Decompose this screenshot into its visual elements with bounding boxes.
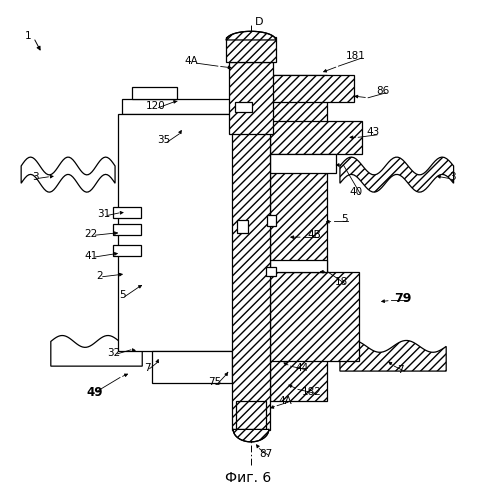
Text: 5: 5 — [119, 290, 126, 300]
Text: 43: 43 — [366, 128, 380, 138]
Bar — [226, 38, 276, 62]
Text: 75: 75 — [208, 378, 222, 388]
Text: 49: 49 — [86, 386, 102, 399]
Bar — [117, 114, 242, 352]
Bar — [270, 120, 362, 154]
Text: 3: 3 — [449, 172, 455, 182]
Bar — [113, 224, 141, 235]
Text: 181: 181 — [346, 52, 366, 62]
Text: Фиг. 6: Фиг. 6 — [225, 472, 272, 486]
Text: 22: 22 — [84, 229, 98, 239]
Polygon shape — [340, 340, 446, 371]
Polygon shape — [51, 336, 142, 366]
Text: 40: 40 — [350, 186, 363, 196]
Text: 2: 2 — [96, 270, 102, 280]
Text: 87: 87 — [259, 448, 272, 458]
Bar — [270, 260, 327, 272]
Bar — [152, 352, 232, 384]
Text: 5: 5 — [341, 214, 348, 224]
Text: 41: 41 — [84, 251, 98, 261]
Text: 79: 79 — [394, 292, 412, 305]
Text: 18: 18 — [335, 277, 348, 287]
Text: 4A: 4A — [279, 396, 292, 406]
Bar — [113, 245, 141, 256]
Text: 3: 3 — [32, 172, 38, 182]
Text: D: D — [255, 16, 263, 26]
Text: 31: 31 — [97, 210, 111, 220]
Bar — [270, 272, 359, 361]
Bar — [122, 100, 242, 114]
Bar — [270, 74, 327, 400]
Polygon shape — [21, 157, 115, 192]
Text: 120: 120 — [146, 100, 166, 110]
Bar — [232, 62, 270, 430]
Polygon shape — [340, 157, 454, 192]
Text: 4A: 4A — [185, 56, 198, 66]
Bar — [270, 154, 336, 174]
Bar — [229, 62, 273, 134]
Text: 1: 1 — [25, 31, 32, 41]
Bar — [235, 102, 252, 112]
Text: 86: 86 — [376, 86, 390, 96]
Text: 32: 32 — [107, 348, 121, 358]
Text: 7: 7 — [144, 362, 151, 372]
Polygon shape — [226, 32, 276, 40]
Text: 182: 182 — [302, 388, 322, 398]
Text: 7: 7 — [398, 364, 404, 374]
Bar — [113, 207, 141, 218]
Bar — [266, 267, 276, 276]
Bar — [236, 400, 266, 430]
Bar — [237, 220, 248, 232]
Text: 44: 44 — [295, 362, 309, 372]
Text: 35: 35 — [157, 136, 170, 145]
Bar — [132, 87, 177, 100]
Polygon shape — [233, 430, 269, 442]
Text: 4B: 4B — [307, 230, 321, 240]
Bar — [270, 74, 354, 102]
Bar — [267, 216, 276, 226]
